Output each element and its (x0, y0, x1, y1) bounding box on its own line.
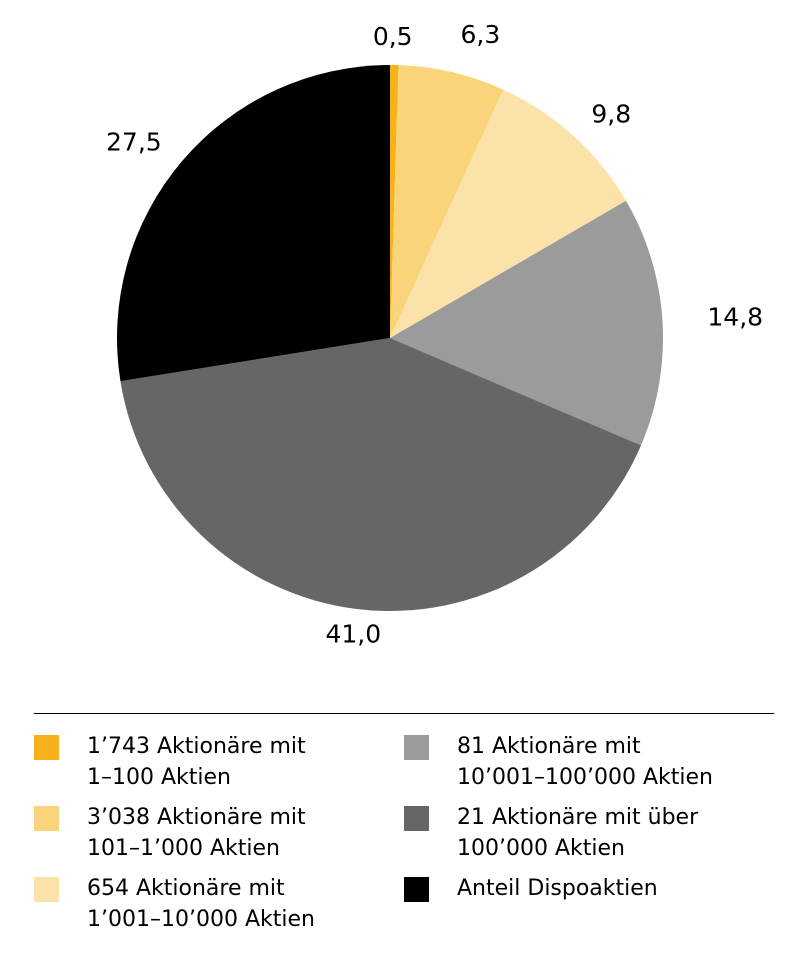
legend-label-line2: 10’001–100’000 Aktien (457, 765, 713, 790)
legend-item-10001-100000: 81 Aktionäre mit 10’001–100’000 Aktien (404, 731, 713, 793)
legend-divider (34, 713, 774, 714)
pie-chart: 0,5 6,3 9,8 14,8 41,0 27,5 (106, 20, 763, 649)
legend-swatch (404, 735, 429, 760)
pie-data-label: 0,5 (373, 22, 413, 51)
legend-label-line1: Anteil Dispoaktien (457, 876, 658, 901)
legend-swatch (404, 806, 429, 831)
pie-slice (120, 338, 642, 611)
pie-slice (116, 65, 390, 382)
legend-label-line1: 654 Aktionäre mit (87, 876, 285, 901)
pie-data-label: 27,5 (106, 127, 162, 156)
pie-data-label: 14,8 (707, 303, 763, 332)
pie-slice (390, 200, 663, 446)
legend-label-line2: 100’000 Aktien (457, 836, 625, 861)
legend-item-101-1000: 3’038 Aktionäre mit 101–1’000 Aktien (34, 802, 306, 864)
legend-label-line1: 21 Aktionäre mit über (457, 805, 699, 830)
legend-item-1001-10000: 654 Aktionäre mit 1’001–10’000 Aktien (34, 873, 315, 935)
legend-item-1-100: 1’743 Aktionäre mit 1–100 Aktien (34, 731, 306, 793)
pie-slice (390, 65, 399, 338)
legend-label-line2: 1’001–10’000 Aktien (87, 907, 315, 932)
legend-swatch (34, 806, 59, 831)
legend-item-dispoaktien: Anteil Dispoaktien (404, 873, 658, 904)
pie-slice (390, 65, 504, 338)
pie-data-labels: 0,5 6,3 9,8 14,8 41,0 27,5 (106, 20, 763, 649)
legend-label-line1: 81 Aktionäre mit (457, 734, 641, 759)
legend-swatch (34, 877, 59, 902)
pie-slices (116, 65, 663, 611)
legend-swatch (34, 735, 59, 760)
pie-data-label: 41,0 (325, 620, 381, 649)
legend-swatch (404, 877, 429, 902)
legend-label-line2: 101–1’000 Aktien (87, 836, 280, 861)
pie-data-label: 9,8 (591, 100, 631, 129)
legend-label-line1: 1’743 Aktionäre mit (87, 734, 306, 759)
legend-label-line2: 1–100 Aktien (87, 765, 231, 790)
legend-label-line1: 3’038 Aktionäre mit (87, 805, 306, 830)
pie-slice (390, 89, 626, 338)
legend-item-over-100000: 21 Aktionäre mit über 100’000 Aktien (404, 802, 698, 864)
pie-data-label: 6,3 (461, 20, 501, 49)
